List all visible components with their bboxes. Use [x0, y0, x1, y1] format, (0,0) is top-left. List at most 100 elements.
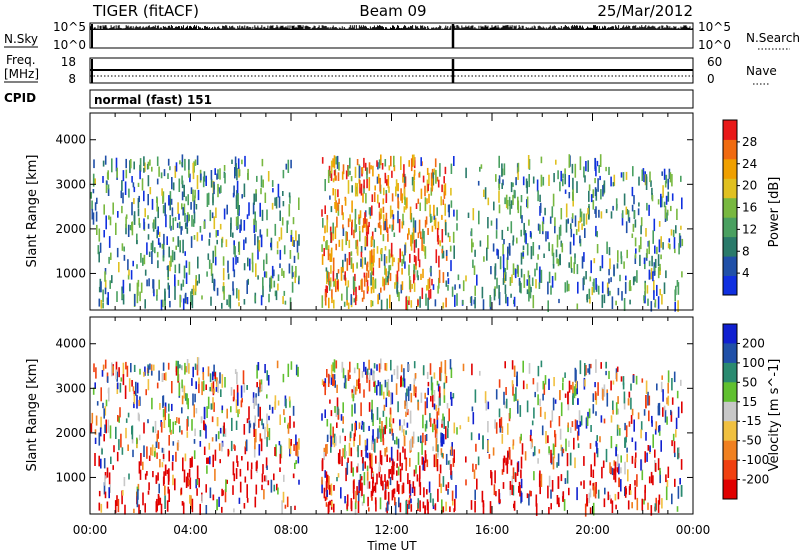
power-cell — [555, 159, 557, 165]
power-cell — [616, 263, 619, 269]
power-cell — [436, 207, 438, 216]
power-cell — [356, 159, 359, 166]
power-cell — [191, 215, 193, 227]
velocity-cell — [258, 419, 260, 428]
power-cell — [481, 286, 484, 299]
velocity-cell — [106, 501, 109, 509]
velocity-cell — [389, 457, 391, 463]
power-cell — [536, 179, 539, 192]
power-cell — [517, 265, 519, 277]
velocity-cell — [612, 409, 614, 415]
velocity-cell — [219, 372, 221, 384]
power-cell — [498, 175, 501, 184]
velocity-cell — [507, 450, 509, 464]
power-cell — [654, 258, 657, 268]
power-cell — [107, 292, 109, 306]
velocity-cell — [135, 381, 137, 396]
power-cell — [417, 198, 420, 204]
velocity-cell — [640, 421, 643, 431]
velocity-cell — [644, 490, 646, 501]
velocity-cell — [494, 470, 496, 484]
power-cell — [165, 214, 167, 228]
velocity-cell — [329, 500, 331, 506]
power-cell — [328, 297, 330, 309]
velocity-cell — [389, 407, 392, 415]
velocity-cell — [342, 448, 344, 458]
velocity-cell — [289, 415, 291, 429]
power-cell — [386, 179, 388, 186]
power-cell — [214, 256, 217, 266]
power-cell — [526, 279, 529, 286]
velocity-cell — [583, 480, 585, 489]
velocity-cell — [212, 454, 214, 468]
velocity-cell — [676, 390, 679, 399]
power-cell — [333, 281, 335, 287]
velocity-cell — [273, 473, 275, 481]
power-cell — [502, 243, 504, 256]
power-cell — [162, 250, 165, 255]
power-cell — [238, 302, 240, 307]
velocity-cell — [151, 444, 154, 456]
power-cell — [631, 204, 634, 212]
power-cell — [131, 202, 133, 216]
power-cell — [421, 287, 424, 299]
velocity-cell — [643, 499, 645, 505]
power-cell — [321, 244, 323, 252]
power-cell — [133, 211, 136, 225]
velocity-cell — [346, 462, 349, 475]
power-cell — [380, 251, 383, 262]
velocity-cell — [504, 361, 506, 369]
velocity-cell — [595, 411, 597, 416]
power-cell — [128, 188, 130, 198]
velocity-cell — [667, 395, 670, 406]
velocity-cell — [257, 403, 260, 417]
power-cell — [380, 299, 383, 310]
power-cell — [512, 240, 514, 246]
power-cell — [346, 286, 348, 301]
velocity-cell — [336, 422, 338, 428]
velocity-cell — [164, 464, 167, 476]
velocity-cell — [371, 440, 373, 450]
power-cell — [329, 253, 332, 262]
power-cell — [254, 233, 256, 246]
velocity-colorbar-label: Velocity [m s^-1] — [767, 359, 782, 472]
velocity-cell — [147, 419, 149, 424]
velocity-cell — [266, 413, 268, 425]
velocity-cell — [187, 472, 189, 479]
velocity-cell — [356, 486, 358, 496]
velocity-cell — [209, 456, 211, 465]
velocity-cell — [564, 372, 566, 378]
velocity-cell — [645, 432, 647, 441]
velocity-cell — [162, 454, 165, 459]
velocity-cell — [326, 444, 328, 454]
velocity-cell — [109, 425, 112, 439]
velocity-cell — [368, 377, 371, 392]
velocity-cell — [370, 368, 373, 376]
velocity-cell — [282, 491, 285, 503]
power-cell — [640, 217, 643, 227]
velocity-cell — [553, 377, 555, 387]
power-cell — [424, 246, 427, 259]
power-cell — [613, 264, 615, 276]
power-cell — [445, 297, 447, 308]
velocity-cell — [618, 477, 620, 488]
velocity-cell — [528, 493, 530, 506]
power-cell — [411, 176, 414, 186]
power-cell — [453, 245, 455, 259]
velocity-cell — [350, 447, 353, 457]
velocity-cell — [215, 387, 218, 392]
velocity-cell — [344, 444, 346, 459]
velocity-cell — [679, 478, 681, 485]
velocity-cell — [520, 469, 522, 479]
power-cell — [353, 298, 356, 303]
power-cell — [133, 198, 135, 205]
velocity-cell — [335, 406, 338, 417]
power-cell — [426, 167, 429, 175]
velocity-cell — [237, 409, 239, 418]
velocity-cell — [347, 372, 350, 381]
velocity-cell — [564, 478, 567, 484]
velocity-cell — [512, 467, 515, 479]
velocity-cell — [471, 363, 473, 376]
velocity-cell — [677, 486, 680, 499]
power-cell — [152, 279, 155, 294]
